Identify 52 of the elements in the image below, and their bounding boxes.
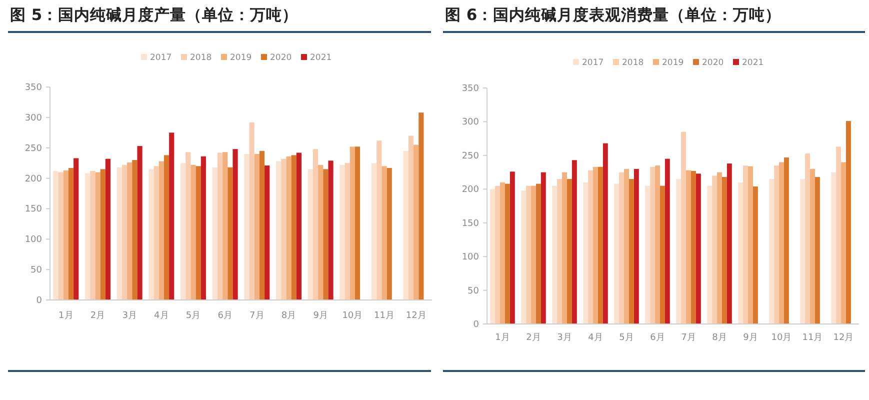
legend-label: 2021 bbox=[310, 53, 332, 63]
x-tick-label: 10月 bbox=[771, 333, 792, 343]
y-tick-label: 100 bbox=[24, 235, 42, 246]
x-tick-label: 3月 bbox=[122, 311, 137, 321]
x-tick-label: 6月 bbox=[650, 333, 665, 343]
y-tick-label: 150 bbox=[462, 218, 480, 229]
y-tick-label: 200 bbox=[462, 185, 480, 196]
x-tick-label: 12月 bbox=[406, 311, 426, 321]
y-tick-label: 250 bbox=[462, 151, 480, 162]
legend-label: 2020 bbox=[270, 53, 292, 63]
y-tick-label: 0 bbox=[473, 320, 480, 330]
legend-label: 2017 bbox=[582, 58, 604, 68]
x-tick-label: 5月 bbox=[186, 311, 201, 321]
chart-title: 图 5：国内纯碱月度产量（单位：万吨） bbox=[10, 5, 298, 26]
legend-label: 2018 bbox=[190, 53, 212, 63]
y-tick-label: 350 bbox=[462, 84, 480, 94]
y-tick-label: 50 bbox=[30, 266, 42, 276]
legend-label: 2018 bbox=[622, 58, 644, 68]
y-tick-label: 300 bbox=[24, 113, 42, 124]
x-tick-label: 2月 bbox=[526, 333, 541, 343]
chart-title: 图 6：国内纯碱月度表观消费量（单位：万吨） bbox=[445, 5, 782, 26]
x-tick-label: 3月 bbox=[557, 333, 572, 343]
y-tick-label: 0 bbox=[36, 296, 42, 306]
x-tick-label: 9月 bbox=[313, 311, 328, 321]
y-tick-label: 300 bbox=[462, 118, 480, 128]
y-tick-label: 250 bbox=[24, 144, 42, 154]
x-tick-label: 1月 bbox=[495, 333, 510, 343]
legend-label: 2021 bbox=[742, 58, 764, 68]
x-tick-label: 8月 bbox=[712, 333, 727, 343]
x-tick-label: 12月 bbox=[833, 333, 854, 343]
y-tick-label: 200 bbox=[24, 174, 42, 184]
legend-label: 2019 bbox=[230, 53, 252, 63]
x-tick-label: 1月 bbox=[58, 311, 74, 321]
y-tick-label: 150 bbox=[24, 204, 42, 215]
legend-label: 2020 bbox=[702, 58, 724, 68]
y-tick-label: 100 bbox=[462, 252, 480, 263]
x-tick-label: 4月 bbox=[154, 311, 169, 321]
x-tick-label: 11月 bbox=[374, 311, 394, 321]
x-tick-label: 11月 bbox=[802, 333, 823, 343]
y-tick-label: 50 bbox=[468, 286, 480, 296]
x-tick-label: 8月 bbox=[281, 311, 296, 321]
x-tick-label: 7月 bbox=[681, 333, 696, 343]
legend-label: 2017 bbox=[150, 53, 172, 63]
y-tick-label: 350 bbox=[24, 83, 42, 93]
x-tick-label: 5月 bbox=[619, 333, 634, 343]
x-tick-label: 9月 bbox=[743, 333, 758, 343]
x-tick-label: 7月 bbox=[250, 311, 264, 321]
legend-label: 2019 bbox=[662, 58, 684, 68]
x-tick-label: 2月 bbox=[90, 311, 106, 321]
x-tick-label: 10月 bbox=[342, 311, 363, 321]
x-tick-label: 6月 bbox=[218, 311, 232, 321]
x-tick-label: 4月 bbox=[588, 333, 603, 343]
